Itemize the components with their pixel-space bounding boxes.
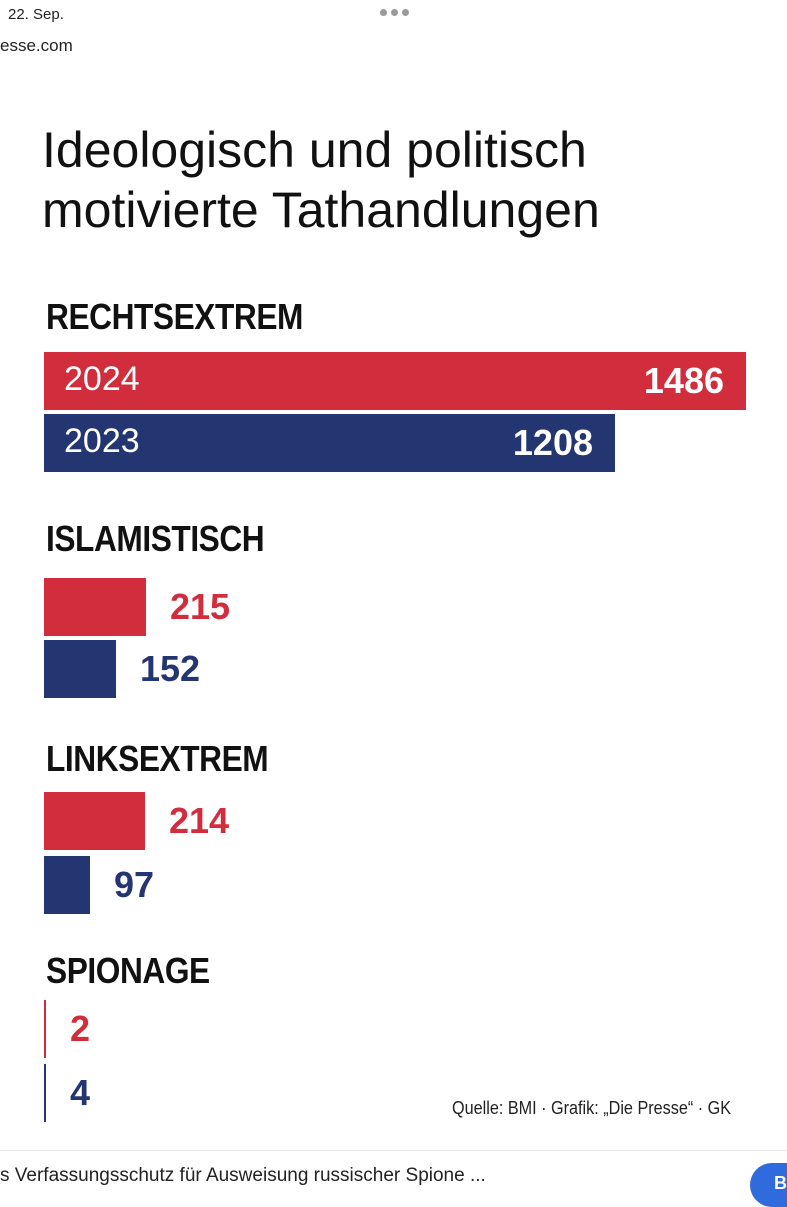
bar-rechtsextrem-2023: 2023 1208 (44, 414, 615, 472)
chart-credit: Quelle: BMI · Grafik: „Die Presse“ · GK (452, 1098, 732, 1118)
category-label-linksextrem: LINKSEXTREM (46, 738, 269, 779)
bottom-bar: s Verfassungsschutz für Ausweisung russi… (0, 1150, 787, 1207)
data-label-islamistisch-2023: 152 (140, 648, 201, 689)
source-domain[interactable]: esse.com (0, 36, 73, 55)
action-button-label: Be (774, 1173, 787, 1193)
bar-rechtsextrem-2024: 2024 1486 (44, 352, 746, 410)
category-label-spionage: SPIONAGE (46, 950, 210, 991)
bar-linksextrem-2024 (44, 792, 145, 850)
bar-islamistisch-2023 (44, 640, 116, 698)
bar-year-label-2023: 2023 (64, 422, 140, 460)
chart-title-line-2: motivierte Tathandlungen (42, 182, 600, 238)
category-label-rechtsextrem: RECHTSEXTREM (46, 296, 303, 337)
bar-year-label-2024: 2024 (64, 360, 140, 398)
chart-title-line-1: Ideologisch und politisch (42, 122, 587, 178)
article-title-link[interactable]: s Verfassungsschutz für Ausweisung russi… (0, 1165, 486, 1186)
data-label-rechtsextrem-2024: 1486 (643, 360, 724, 401)
bar-islamistisch-2024 (44, 578, 146, 636)
more-options-icon[interactable] (380, 9, 409, 16)
action-button[interactable]: Be (750, 1163, 787, 1207)
data-label-linksextrem-2024: 214 (169, 800, 230, 841)
data-label-linksextrem-2023: 97 (114, 864, 155, 905)
bar-linksextrem-2023 (44, 856, 90, 914)
chart-graphic: Ideologisch und politisch motivierte Tat… (0, 70, 787, 1150)
data-label-islamistisch-2024: 215 (170, 586, 231, 627)
data-label-spionage-2024: 2 (70, 1008, 91, 1049)
bar-spionage-2023 (44, 1064, 46, 1122)
bar-spionage-2024 (44, 1000, 46, 1058)
top-bar: 22. Sep. esse.com (0, 0, 787, 70)
data-label-spionage-2023: 4 (70, 1072, 91, 1113)
data-label-rechtsextrem-2023: 1208 (512, 422, 593, 463)
category-label-islamistisch: ISLAMISTISCH (46, 518, 265, 559)
post-date: 22. Sep. (8, 6, 64, 23)
chart-title: Ideologisch und politisch motivierte Tat… (42, 120, 762, 240)
